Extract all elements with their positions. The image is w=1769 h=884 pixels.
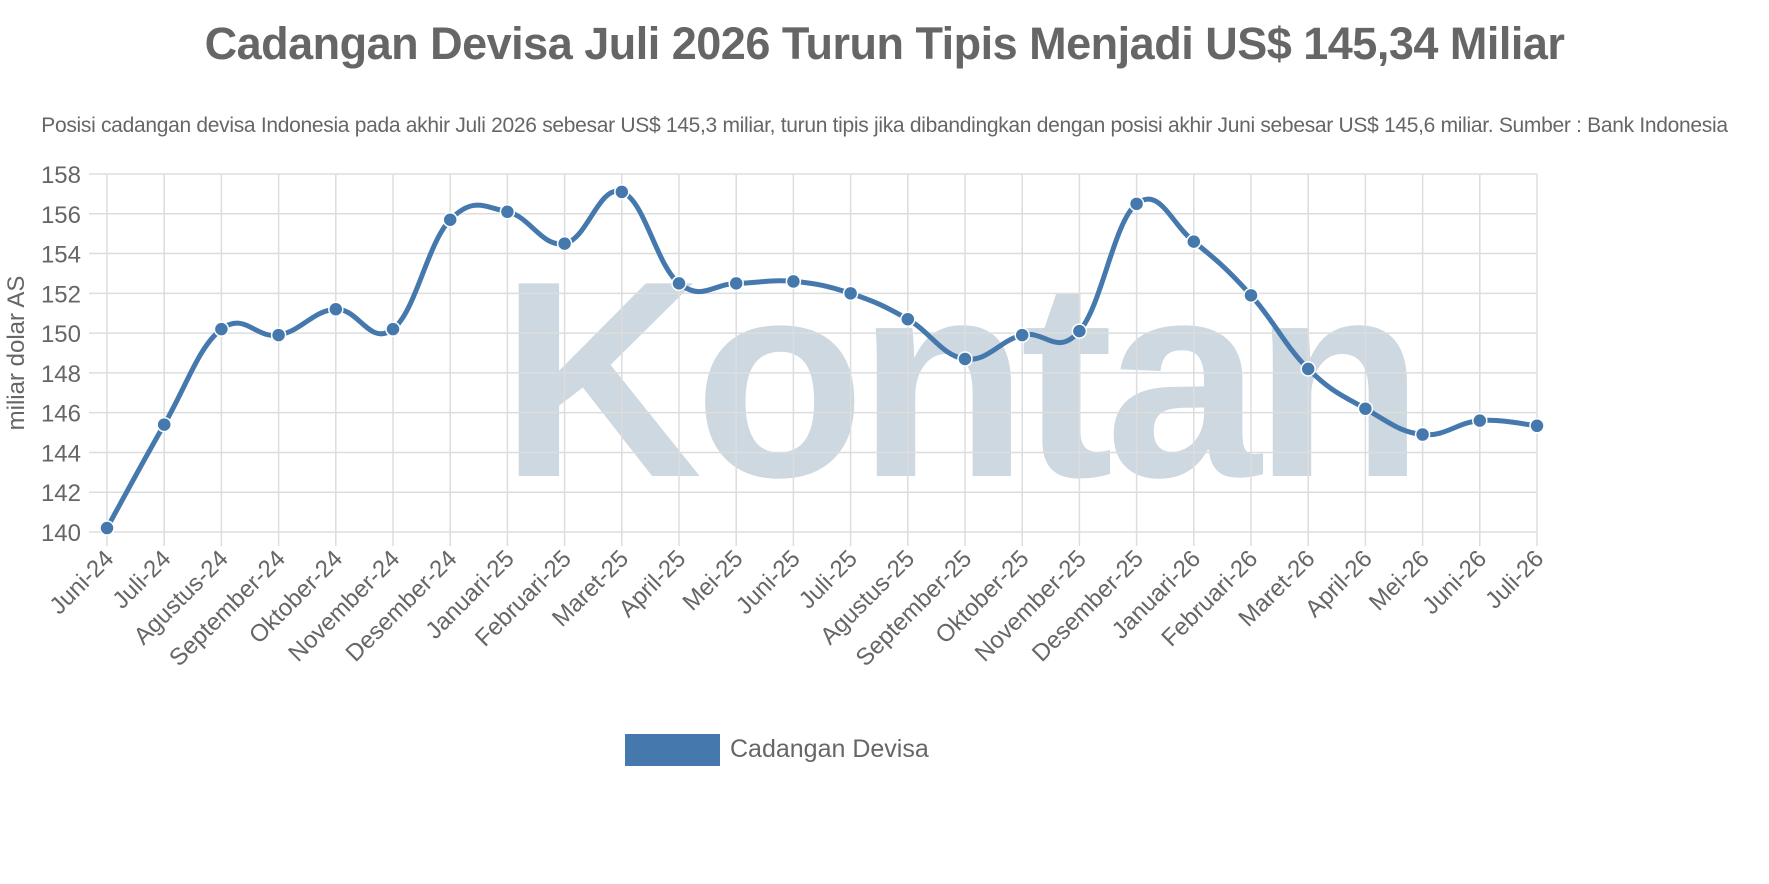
data-point bbox=[842, 285, 859, 302]
data-point bbox=[957, 351, 973, 367]
x-tick-label: Juni-24 bbox=[44, 545, 119, 620]
y-axis: 140 142 144 146 148 150 152 154 156 158 bbox=[41, 162, 81, 547]
data-point bbox=[728, 275, 744, 292]
y-axis-title: miliar dolar AS bbox=[3, 276, 30, 431]
y-tick-label: 158 bbox=[41, 162, 81, 189]
data-point bbox=[99, 520, 115, 536]
series-points bbox=[99, 184, 1545, 536]
data-point bbox=[671, 275, 687, 292]
watermark-logo: Kontan bbox=[500, 224, 1424, 536]
y-tick-label: 154 bbox=[41, 242, 81, 269]
data-point bbox=[556, 235, 573, 252]
data-point bbox=[1357, 400, 1374, 417]
data-point bbox=[614, 184, 630, 200]
chart-subtitle: Posisi cadangan devisa Indonesia pada ak… bbox=[41, 114, 1728, 137]
data-point bbox=[785, 273, 802, 290]
data-point bbox=[213, 321, 230, 337]
y-tick-label: 140 bbox=[41, 520, 81, 547]
data-point bbox=[1128, 196, 1145, 212]
y-tick-label: 152 bbox=[41, 281, 81, 308]
data-point bbox=[1414, 426, 1431, 443]
y-tick-label: 156 bbox=[41, 202, 81, 229]
data-point bbox=[1071, 323, 1088, 339]
y-tick-label: 144 bbox=[41, 440, 81, 467]
grid bbox=[89, 173, 1538, 546]
series-line bbox=[104, 188, 1540, 531]
data-point bbox=[156, 416, 172, 433]
data-point bbox=[270, 327, 287, 343]
y-tick-label: 148 bbox=[41, 361, 81, 388]
data-point bbox=[1529, 418, 1545, 434]
data-point bbox=[442, 211, 458, 228]
x-tick-label: Juli-26 bbox=[1480, 545, 1549, 614]
legend-label: Cadangan Devisa bbox=[730, 735, 929, 763]
data-point bbox=[328, 301, 344, 317]
data-point bbox=[1014, 327, 1030, 343]
data-point bbox=[1300, 361, 1316, 377]
data-point bbox=[900, 311, 916, 327]
y-tick-label: 150 bbox=[41, 321, 81, 348]
data-point bbox=[1186, 233, 1202, 250]
x-tick-label: Juni-26 bbox=[1417, 545, 1492, 620]
legend: Cadangan Devisa bbox=[625, 734, 929, 766]
data-point bbox=[385, 321, 401, 337]
chart-title: Cadangan Devisa Juli 2026 Turun Tipis Me… bbox=[204, 18, 1565, 69]
data-point bbox=[1472, 412, 1488, 429]
data-point bbox=[1243, 287, 1259, 304]
x-axis: Juni-24Juli-24Agustus-24September-24Okto… bbox=[44, 545, 1549, 672]
y-tick-label: 146 bbox=[41, 401, 81, 428]
x-tick-label: Juni-25 bbox=[731, 545, 806, 620]
y-tick-label: 142 bbox=[41, 480, 81, 507]
legend-swatch bbox=[625, 734, 720, 766]
data-point bbox=[499, 204, 516, 220]
